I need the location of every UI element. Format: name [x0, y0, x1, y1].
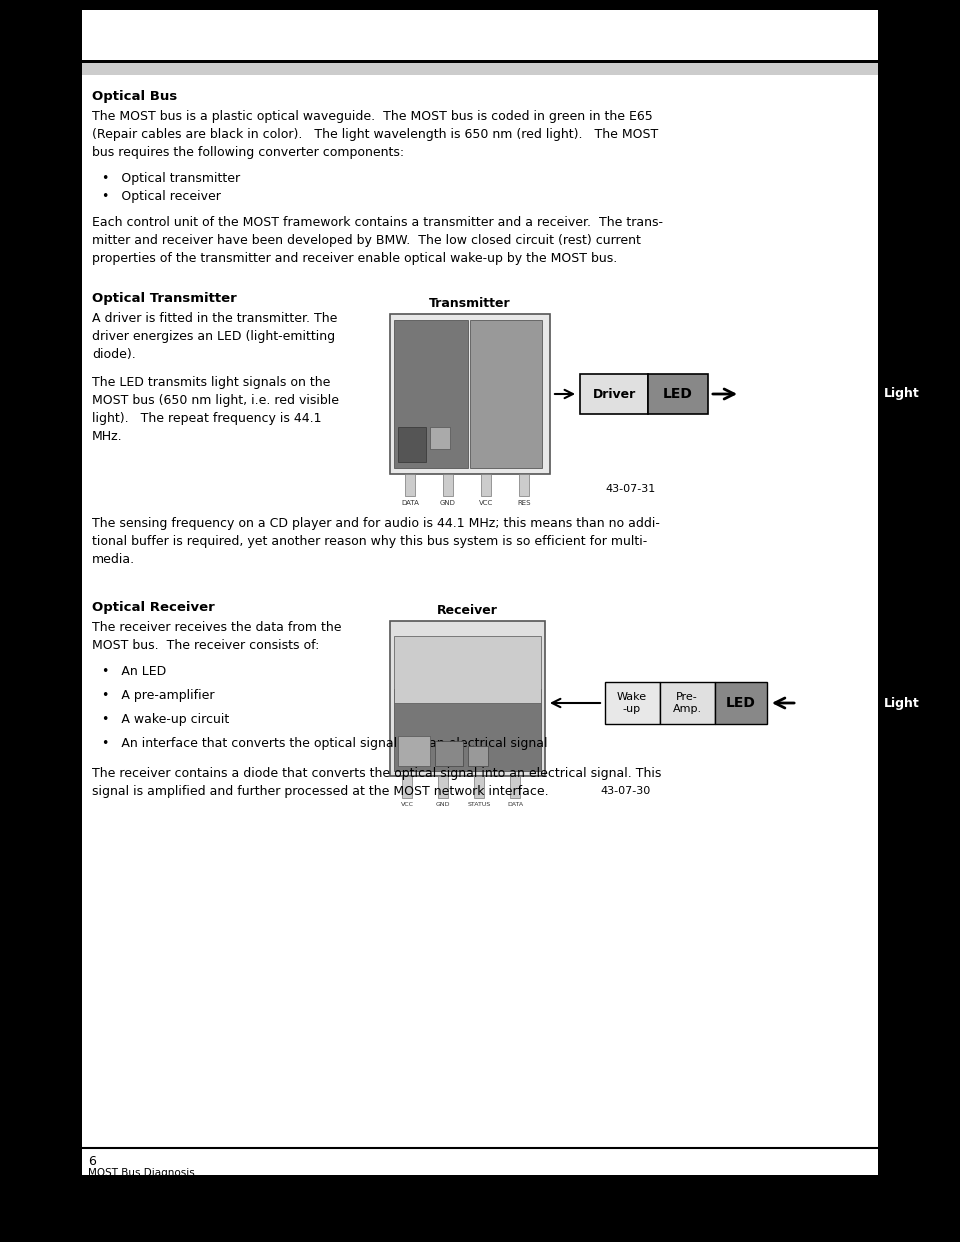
- Text: LED: LED: [726, 696, 756, 710]
- Text: The MOST bus is a plastic optical waveguide.  The MOST bus is coded in green in : The MOST bus is a plastic optical wavegu…: [92, 111, 653, 123]
- Text: Light: Light: [884, 388, 920, 400]
- Text: carmanualsonline.info: carmanualsonline.info: [763, 1215, 955, 1230]
- Bar: [878, 65, 960, 1175]
- Text: tional buffer is required, yet another reason why this bus system is so efficien: tional buffer is required, yet another r…: [92, 535, 647, 548]
- Text: •   Optical transmitter: • Optical transmitter: [102, 171, 240, 185]
- Bar: [398, 427, 426, 462]
- Bar: [878, 378, 960, 410]
- Text: media.: media.: [92, 553, 135, 566]
- Text: bus requires the following converter components:: bus requires the following converter com…: [92, 147, 404, 159]
- Text: Each control unit of the MOST framework contains a transmitter and a receiver.  : Each control unit of the MOST framework …: [92, 216, 663, 229]
- Bar: [398, 737, 430, 766]
- Text: light).   The repeat frequency is 44.1: light). The repeat frequency is 44.1: [92, 412, 322, 425]
- Bar: [510, 776, 520, 799]
- Text: diode).: diode).: [92, 348, 135, 361]
- Bar: [474, 776, 484, 799]
- Text: (Repair cables are black in color).   The light wavelength is 650 nm (red light): (Repair cables are black in color). The …: [92, 128, 659, 142]
- Text: VCC: VCC: [400, 802, 414, 807]
- Text: Receiver: Receiver: [437, 604, 498, 617]
- Text: Optical Transmitter: Optical Transmitter: [92, 292, 237, 306]
- Bar: [0, 65, 82, 1175]
- Text: MHz.: MHz.: [92, 430, 123, 443]
- Bar: [519, 474, 529, 496]
- Bar: [435, 741, 463, 766]
- Text: DATA: DATA: [401, 501, 419, 505]
- Bar: [481, 474, 491, 496]
- Text: A driver is fitted in the transmitter. The: A driver is fitted in the transmitter. T…: [92, 312, 337, 325]
- Bar: [82, 10, 878, 60]
- Text: 43-07-30: 43-07-30: [600, 786, 650, 796]
- Text: Driver: Driver: [592, 388, 636, 400]
- Bar: [715, 682, 767, 724]
- Bar: [390, 621, 545, 776]
- Bar: [394, 320, 468, 468]
- Text: Pre-
Amp.: Pre- Amp.: [672, 692, 702, 714]
- Text: mitter and receiver have been developed by BMW.  The low closed circuit (rest) c: mitter and receiver have been developed …: [92, 233, 641, 247]
- Bar: [660, 682, 715, 724]
- Bar: [430, 427, 450, 450]
- Bar: [402, 776, 412, 799]
- Text: Optical Receiver: Optical Receiver: [92, 601, 215, 614]
- Text: GND: GND: [436, 802, 450, 807]
- Text: MOST bus (650 nm light, i.e. red visible: MOST bus (650 nm light, i.e. red visible: [92, 394, 339, 407]
- Text: •   An LED: • An LED: [102, 664, 166, 678]
- Bar: [878, 687, 960, 719]
- Bar: [394, 689, 541, 771]
- Bar: [605, 682, 660, 724]
- Text: The receiver contains a diode that converts the optical signal into an electrica: The receiver contains a diode that conve…: [92, 768, 661, 780]
- Text: STATUS: STATUS: [468, 802, 491, 807]
- Text: The LED transmits light signals on the: The LED transmits light signals on the: [92, 376, 330, 389]
- Bar: [390, 314, 550, 474]
- Text: 6: 6: [88, 1155, 96, 1167]
- Text: •   A wake-up circuit: • A wake-up circuit: [102, 713, 229, 727]
- Text: RES: RES: [517, 501, 531, 505]
- Text: Light: Light: [884, 697, 920, 709]
- Bar: [438, 776, 448, 799]
- Text: 43-07-31: 43-07-31: [605, 484, 656, 494]
- Text: •   A pre-amplifier: • A pre-amplifier: [102, 689, 214, 702]
- Bar: [82, 63, 878, 75]
- Text: VCC: VCC: [479, 501, 493, 505]
- Text: •   An interface that converts the optical signal into an electrical signal: • An interface that converts the optical…: [102, 737, 547, 750]
- Text: signal is amplified and further processed at the MOST network interface.: signal is amplified and further processe…: [92, 785, 548, 799]
- Text: GND: GND: [440, 501, 456, 505]
- Text: MOST Bus Diagnosis: MOST Bus Diagnosis: [88, 1167, 195, 1177]
- Text: driver energizes an LED (light-emitting: driver energizes an LED (light-emitting: [92, 330, 335, 343]
- Text: Optical Bus: Optical Bus: [92, 89, 178, 103]
- Bar: [648, 374, 708, 414]
- Text: Wake
-up: Wake -up: [617, 692, 647, 714]
- Text: properties of the transmitter and receiver enable optical wake-up by the MOST bu: properties of the transmitter and receiv…: [92, 252, 617, 265]
- Bar: [394, 636, 541, 703]
- Bar: [0, 0, 960, 65]
- Text: DATA: DATA: [507, 802, 523, 807]
- Bar: [470, 320, 542, 468]
- Bar: [580, 374, 648, 414]
- Text: Transmitter: Transmitter: [429, 297, 511, 310]
- Bar: [0, 1175, 960, 1242]
- Text: LED: LED: [663, 388, 693, 401]
- Text: The receiver receives the data from the: The receiver receives the data from the: [92, 621, 342, 633]
- Text: The sensing frequency on a CD player and for audio is 44.1 MHz; this means than : The sensing frequency on a CD player and…: [92, 517, 660, 530]
- Bar: [468, 746, 488, 766]
- Text: MOST bus.  The receiver consists of:: MOST bus. The receiver consists of:: [92, 638, 320, 652]
- Bar: [443, 474, 453, 496]
- Bar: [405, 474, 415, 496]
- Text: •   Optical receiver: • Optical receiver: [102, 190, 221, 202]
